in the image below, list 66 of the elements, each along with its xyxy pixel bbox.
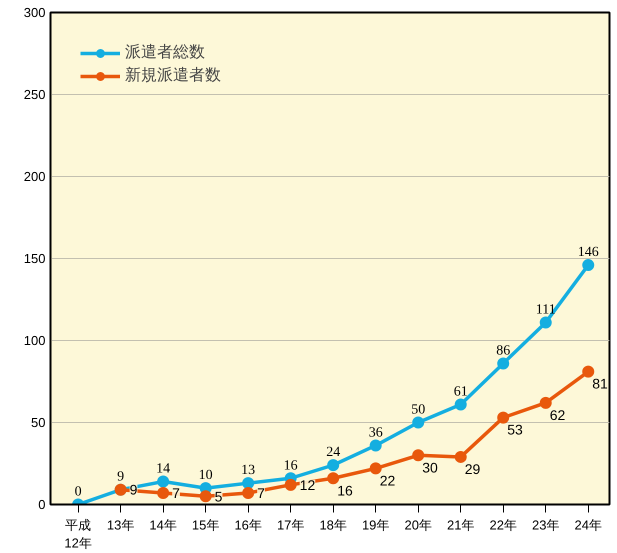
x-tick-label: 16年 — [234, 518, 262, 532]
data-label: 5 — [214, 488, 223, 504]
x-tick-label: 18年 — [319, 518, 347, 532]
x-tick-label: 22年 — [489, 518, 517, 532]
x-tick-label: 13年 — [106, 518, 134, 532]
point — [412, 449, 424, 462]
point — [540, 396, 552, 409]
data-label: 146 — [578, 245, 599, 260]
y-tick-label: 300 — [24, 5, 46, 20]
point — [370, 439, 382, 452]
data-label: 36 — [368, 425, 383, 440]
x-tick-label: 17年 — [276, 518, 304, 532]
x-tick-label: 24年 — [574, 518, 602, 532]
point — [497, 412, 510, 424]
data-label: 24 — [326, 445, 340, 460]
point — [497, 357, 510, 370]
point — [200, 490, 212, 502]
y-tick-label: 50 — [31, 415, 46, 430]
y-tick-label: 200 — [24, 169, 46, 184]
x-tick-label: 19年 — [362, 518, 390, 532]
data-label: 13 — [241, 463, 256, 478]
point — [242, 477, 254, 490]
point — [582, 259, 594, 272]
point — [327, 459, 340, 472]
data-label: 62 — [550, 406, 566, 423]
data-label: 10 — [198, 468, 213, 484]
data-label: 81 — [592, 376, 608, 392]
point — [370, 462, 382, 474]
x-tick-label: 20年 — [404, 518, 432, 532]
legend-label: 新規派遣者数 — [125, 66, 221, 86]
point — [157, 476, 170, 488]
data-label: 53 — [507, 422, 524, 438]
point — [412, 416, 424, 428]
y-tick-label: 100 — [24, 333, 46, 348]
data-label: 14 — [156, 462, 170, 477]
data-label: 7 — [257, 485, 266, 502]
data-label: 29 — [464, 460, 481, 477]
point — [327, 472, 340, 484]
y-tick-label: 0 — [38, 497, 46, 512]
x-tick-label: 平成12年 — [64, 518, 92, 550]
data-label: 50 — [411, 402, 426, 418]
data-label: 12 — [300, 476, 316, 493]
data-label: 86 — [496, 343, 510, 358]
data-label: 16 — [284, 458, 298, 474]
data-label: 61 — [454, 384, 468, 400]
x-tick-label: 21年 — [446, 518, 474, 532]
point — [284, 478, 297, 491]
data-label: 7 — [172, 485, 180, 502]
data-label: 9 — [117, 470, 124, 485]
point — [157, 487, 170, 500]
point — [454, 398, 467, 410]
data-label: 9 — [130, 482, 138, 498]
data-label: 30 — [422, 459, 438, 476]
legend-label: 派遣者総数 — [125, 42, 205, 63]
x-tick-label: 14年 — [149, 518, 177, 532]
x-tick-label: 15年 — [192, 518, 220, 532]
y-tick-label: 150 — [24, 251, 46, 266]
point — [540, 316, 552, 328]
point — [242, 487, 254, 500]
data-label: 16 — [337, 482, 353, 498]
point — [454, 450, 467, 463]
data-label: 22 — [380, 472, 396, 488]
y-tick-label: 250 — [24, 87, 46, 102]
data-label: 0 — [74, 484, 82, 500]
point — [582, 366, 594, 378]
x-tick-label: 23年 — [532, 518, 560, 532]
